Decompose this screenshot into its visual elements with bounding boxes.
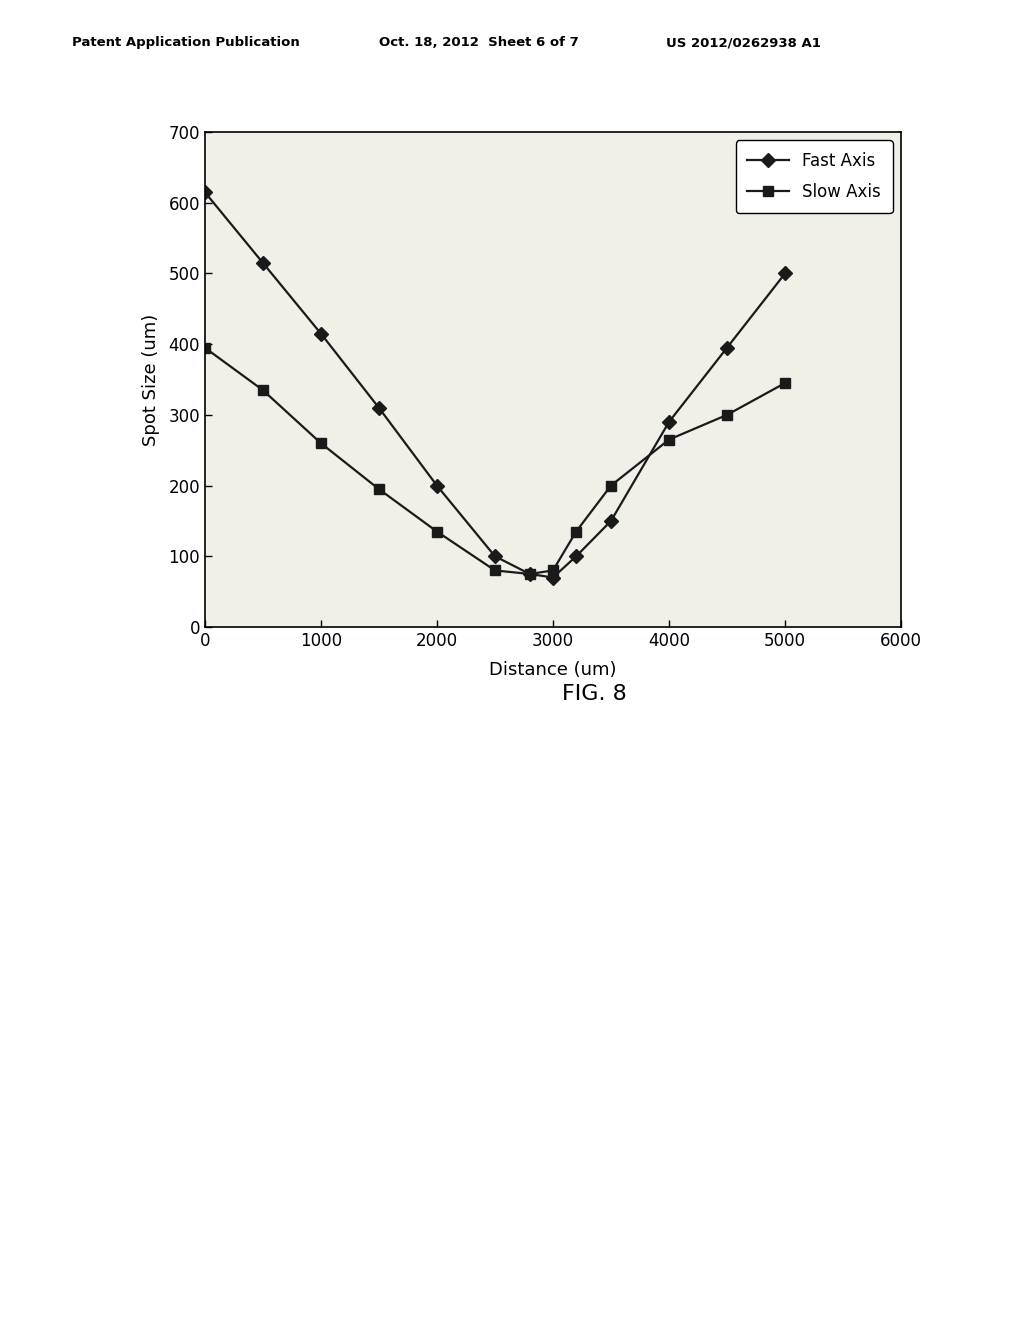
Line: Slow Axis: Slow Axis [200,343,790,579]
Slow Axis [257,383,269,399]
Text: FIG. 8: FIG. 8 [561,684,627,704]
Slow Axis [199,339,211,355]
Slow Axis [779,375,792,391]
Slow Axis [431,524,443,540]
Slow Axis [314,436,327,451]
Slow Axis [721,407,733,422]
Slow Axis [570,524,583,540]
Fast Axis [570,548,583,564]
Slow Axis [523,566,536,582]
X-axis label: Distance (um): Distance (um) [489,661,616,678]
Y-axis label: Spot Size (um): Spot Size (um) [142,313,160,446]
Fast Axis [199,185,211,201]
Fast Axis [721,339,733,355]
Slow Axis [605,478,617,494]
Text: US 2012/0262938 A1: US 2012/0262938 A1 [666,36,820,49]
Legend: Fast Axis, Slow Axis: Fast Axis, Slow Axis [735,140,893,213]
Slow Axis [547,562,559,578]
Fast Axis [431,478,443,494]
Fast Axis [488,548,501,564]
Fast Axis [257,255,269,271]
Fast Axis [663,414,675,430]
Fast Axis [314,326,327,342]
Slow Axis [373,482,385,498]
Slow Axis [663,432,675,447]
Slow Axis [488,562,501,578]
Fast Axis [779,265,792,281]
Line: Fast Axis: Fast Axis [200,187,790,582]
Fast Axis [373,400,385,416]
Text: Patent Application Publication: Patent Application Publication [72,36,299,49]
Fast Axis [605,513,617,529]
Fast Axis [547,570,559,586]
Fast Axis [523,566,536,582]
Text: Oct. 18, 2012  Sheet 6 of 7: Oct. 18, 2012 Sheet 6 of 7 [379,36,579,49]
